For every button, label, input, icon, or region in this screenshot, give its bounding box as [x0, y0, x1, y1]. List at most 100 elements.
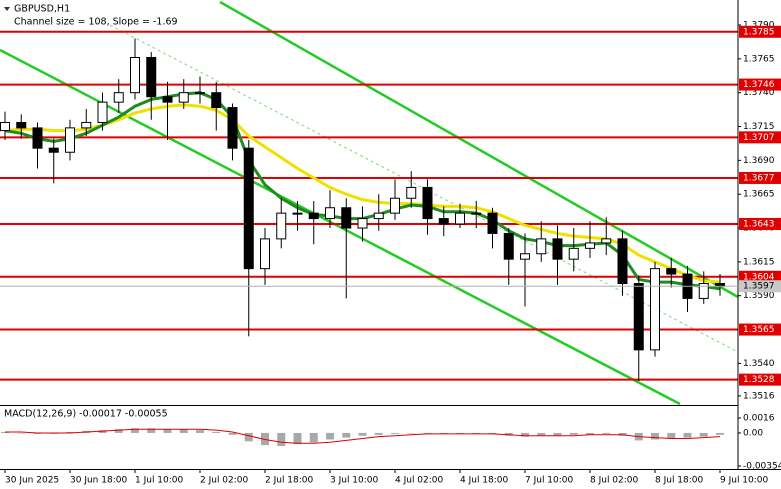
- macd-bar: [456, 432, 464, 434]
- y-tick-label: 1.3715: [743, 122, 775, 132]
- macd-bar: [472, 432, 481, 434]
- candle-body: [552, 238, 563, 260]
- level-tag: [739, 373, 781, 386]
- macd-bar: [309, 432, 318, 443]
- level-tag: [739, 131, 781, 144]
- candle-body: [260, 238, 270, 270]
- candle-body: [325, 207, 335, 220]
- y-tick-label: 1.3516: [743, 391, 775, 401]
- candle-body: [211, 92, 222, 109]
- candle-body: [276, 212, 287, 240]
- candle-body: [32, 127, 43, 149]
- macd-bar: [586, 432, 594, 435]
- candle-body: [487, 212, 498, 234]
- macd-bar: [667, 432, 676, 439]
- level-label: 1.3528: [743, 375, 775, 385]
- level-label: 1.3643: [743, 219, 775, 229]
- channel-top: [219, 0, 739, 299]
- candle-body: [16, 121, 27, 129]
- macd-tick-label: 0.00: [743, 428, 763, 438]
- macd-bar: [212, 432, 221, 433]
- x-tick-label: 8 Jul 18:00: [655, 476, 704, 486]
- x-tick-label: 9 Jul 10:00: [720, 476, 769, 486]
- candle-body: [422, 186, 433, 220]
- level-tag: [739, 171, 781, 184]
- candle-body: [471, 212, 482, 215]
- candle-body: [341, 207, 352, 229]
- level-label: 1.3604: [743, 272, 775, 282]
- x-tick-label: 4 Jul 02:00: [395, 476, 444, 486]
- candle-body: [503, 232, 514, 260]
- y-tick-label: 1.3590: [743, 291, 775, 301]
- macd-tick-label: -0.00354: [743, 462, 781, 472]
- chart-title: GBPUSD,H1: [14, 4, 70, 15]
- x-tick-label: 7 Jul 10:00: [525, 476, 574, 486]
- macd-bar: [342, 432, 351, 438]
- y-tick-label: 1.3540: [743, 359, 775, 369]
- candle-body: [617, 238, 628, 285]
- macd-bar: [423, 432, 432, 434]
- x-tick-label: 8 Jul 02:00: [590, 476, 639, 486]
- macd-label: MACD(12,26,9) -0.00017 -0.00055: [4, 409, 168, 420]
- candle-body: [97, 101, 108, 123]
- macd-bar: [131, 428, 139, 433]
- candle-body: [650, 268, 660, 351]
- candle-body: [65, 127, 75, 153]
- symbol-icon: [4, 7, 10, 11]
- x-tick-label: 3 Jul 10:00: [330, 476, 379, 486]
- macd-bar: [277, 432, 286, 447]
- macd-bar: [196, 430, 204, 433]
- level-tag: [739, 323, 781, 336]
- macd-tick-label: 0.0016: [743, 414, 775, 424]
- macd-bar: [147, 428, 156, 433]
- level-tag: [739, 270, 781, 283]
- macd-bar: [358, 432, 367, 436]
- candle-body: [178, 92, 189, 103]
- level-tag: [739, 25, 781, 38]
- macd-bar: [553, 432, 562, 436]
- macd-bar: [602, 432, 611, 434]
- candle-body: [585, 242, 595, 249]
- macd-bar: [374, 432, 383, 435]
- candle-body: [666, 268, 677, 275]
- x-tick-label: 30 Jun 18:00: [70, 476, 127, 486]
- macd-bar: [391, 432, 399, 434]
- y-tick-label: 1.3665: [743, 190, 775, 200]
- candle-body: [698, 283, 709, 299]
- candle-body: [146, 56, 157, 98]
- level-tag: [739, 217, 781, 230]
- macd-bar: [293, 432, 302, 445]
- macd-bar: [537, 432, 546, 436]
- macd-bar: [228, 432, 237, 435]
- channel-bottom: [0, 48, 681, 406]
- macd-bar: [244, 432, 253, 442]
- candle-body: [633, 283, 644, 351]
- y-tick-label: 1.3740: [743, 88, 775, 98]
- macd-bar: [521, 432, 529, 437]
- candle-body: [390, 197, 400, 214]
- y-tick-label: 1.3765: [743, 54, 775, 64]
- macd-bar: [716, 432, 724, 435]
- candle-body: [130, 56, 140, 94]
- candle-body: [406, 186, 417, 199]
- macd-bar: [569, 432, 578, 435]
- macd-bar: [326, 432, 334, 440]
- candle-body: [243, 147, 254, 270]
- candle-body: [113, 92, 124, 103]
- level-label: 1.3565: [743, 325, 775, 335]
- candle-body: [308, 212, 319, 220]
- last-price-label: 1.3597: [743, 282, 775, 292]
- macd-bar: [163, 429, 172, 433]
- x-tick-label: 4 Jul 18:00: [460, 476, 509, 486]
- macd-bar: [114, 429, 123, 433]
- candle-body: [162, 96, 173, 103]
- macd-bar: [179, 429, 188, 433]
- candle-body: [455, 212, 465, 225]
- candle-body: [357, 218, 368, 229]
- macd-bar: [407, 432, 416, 434]
- candle-body: [48, 147, 59, 153]
- candle-body: [373, 212, 384, 220]
- level-label: 1.3707: [743, 133, 775, 143]
- macd-bar: [17, 432, 26, 434]
